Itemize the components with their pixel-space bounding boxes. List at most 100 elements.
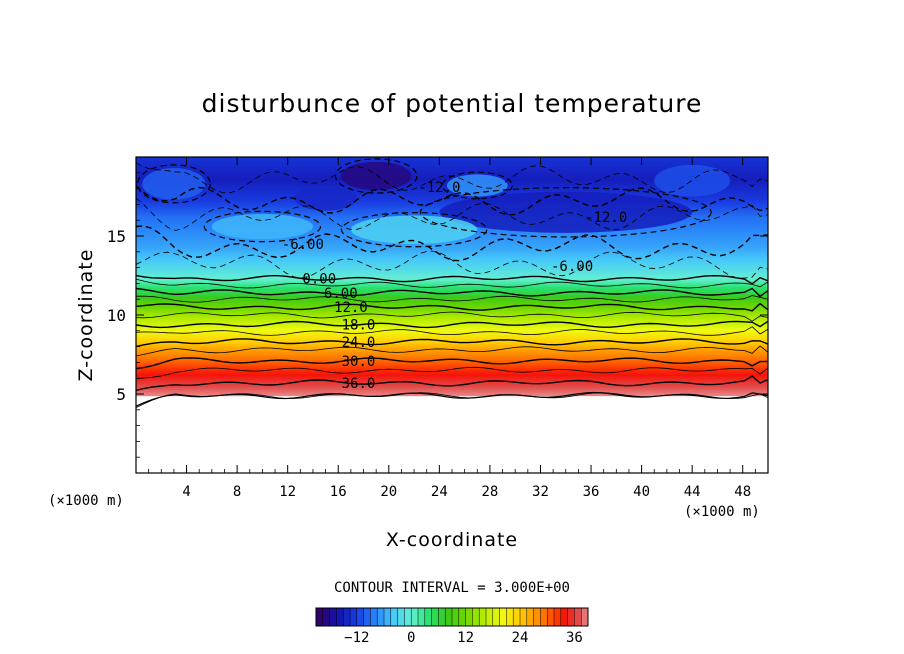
- contour-line: [136, 295, 768, 303]
- color-band-strip: [136, 177, 768, 180]
- contour-line: [136, 375, 768, 392]
- x-unit-label-right: (×1000 m): [684, 504, 760, 520]
- color-band-strip: [136, 163, 768, 166]
- colorbar-cell: [520, 608, 528, 626]
- color-band-strip: [136, 346, 768, 349]
- color-band-strip: [136, 300, 768, 303]
- colorbar-cell: [581, 608, 589, 626]
- color-band-strip: [136, 316, 768, 319]
- color-band-strip: [136, 267, 768, 270]
- x-tick-label: 24: [431, 484, 448, 500]
- color-band-strip: [136, 345, 768, 348]
- field-anomaly: [211, 213, 313, 240]
- color-band-strip: [136, 254, 768, 258]
- color-band-strip: [136, 171, 768, 174]
- contour-line: [136, 274, 768, 285]
- color-band-strip: [136, 284, 768, 288]
- color-band-strip: [136, 310, 768, 313]
- color-band-strip: [136, 326, 768, 329]
- color-band-strip: [136, 330, 768, 333]
- color-band-strip: [136, 307, 768, 310]
- x-tick-label: 48: [734, 484, 751, 500]
- lower-boundary-contour: [136, 391, 768, 407]
- colorbar-tick-label: 24: [512, 630, 529, 646]
- contour-label: 30.0: [342, 354, 376, 370]
- colorbar-cell: [356, 608, 365, 626]
- colorbar-cell: [322, 608, 331, 626]
- contour-line: [136, 366, 768, 380]
- contour-line-negative: [136, 164, 211, 204]
- colorbar-cell: [452, 608, 460, 626]
- contour-line: [136, 302, 768, 312]
- color-band-strip: [136, 351, 768, 354]
- x-axis-label: X-coordinate: [386, 529, 518, 551]
- colorbar-tick-label: 36: [566, 630, 583, 646]
- color-band-strip: [136, 338, 768, 341]
- x-tick-label: 28: [481, 484, 498, 500]
- color-band-strip: [136, 269, 768, 272]
- color-band-strip: [136, 392, 768, 395]
- field-anomaly: [340, 161, 412, 191]
- color-band-strip: [136, 286, 768, 289]
- color-band-strip: [136, 273, 768, 277]
- color-band-strip: [136, 264, 768, 267]
- color-band-strip: [136, 376, 768, 379]
- colorbar-cell: [492, 608, 501, 626]
- y-axis-label: Z-coordinate: [75, 249, 97, 382]
- colorbar-cell: [445, 608, 453, 626]
- color-band-strip: [136, 356, 768, 359]
- color-band-strip: [136, 166, 768, 169]
- colorbar-tick-label: −12: [344, 630, 369, 646]
- color-band-strip: [136, 321, 768, 324]
- color-band-strip: [136, 332, 768, 335]
- color-band-strip: [136, 299, 768, 302]
- color-band-strip: [136, 354, 768, 357]
- colorbar-cell: [547, 608, 555, 626]
- color-bands: [136, 157, 768, 397]
- color-band-strip: [136, 168, 768, 171]
- color-band-strip: [136, 352, 768, 356]
- x-tick-label: 44: [684, 484, 701, 500]
- contour-line-negative: [136, 197, 768, 231]
- color-band-strip: [136, 191, 768, 194]
- color-band-strip: [136, 289, 768, 292]
- colorbar-cell: [390, 608, 399, 626]
- x-tick-label: 40: [633, 484, 650, 500]
- colorbar-cell: [397, 608, 405, 626]
- color-band-strip: [136, 349, 768, 352]
- colorbar-frame: [315, 607, 589, 627]
- color-band-strip: [136, 297, 768, 300]
- contour-line: [136, 320, 768, 329]
- color-band-strip: [136, 335, 768, 338]
- contour-label: 0.00: [302, 272, 336, 288]
- field-anomaly: [654, 164, 731, 197]
- color-band-strip: [136, 157, 768, 160]
- x-tick-label: 8: [233, 484, 241, 500]
- colorbar-cell: [343, 608, 351, 626]
- color-band-strip: [136, 324, 768, 327]
- colorbar-cell: [540, 608, 548, 626]
- contour-label: -12.0: [418, 180, 460, 196]
- color-band-strip: [136, 247, 768, 250]
- contour-line-negative: [136, 250, 768, 279]
- colorbar-cell: [329, 608, 337, 626]
- colorbar-cell: [554, 608, 562, 626]
- color-band-strip: [136, 367, 768, 370]
- color-band-strip: [136, 311, 768, 315]
- colorbar-cell: [384, 608, 392, 626]
- contour-label: -6.00: [551, 259, 593, 275]
- color-band-strip: [136, 175, 768, 179]
- color-band-strip: [136, 277, 768, 280]
- color-band-strip: [136, 378, 768, 381]
- color-band-strip: [136, 371, 768, 375]
- colorbar-tick-label: 0: [407, 630, 415, 646]
- color-band-strip: [136, 256, 768, 259]
- field-anomaly: [350, 215, 478, 244]
- color-band-strip: [136, 172, 768, 175]
- color-band-strip: [136, 327, 768, 330]
- contour-line: [136, 278, 768, 289]
- x-tick-label: 12: [279, 484, 296, 500]
- color-band-strip: [136, 270, 768, 273]
- y-tick-label: 10: [107, 306, 126, 325]
